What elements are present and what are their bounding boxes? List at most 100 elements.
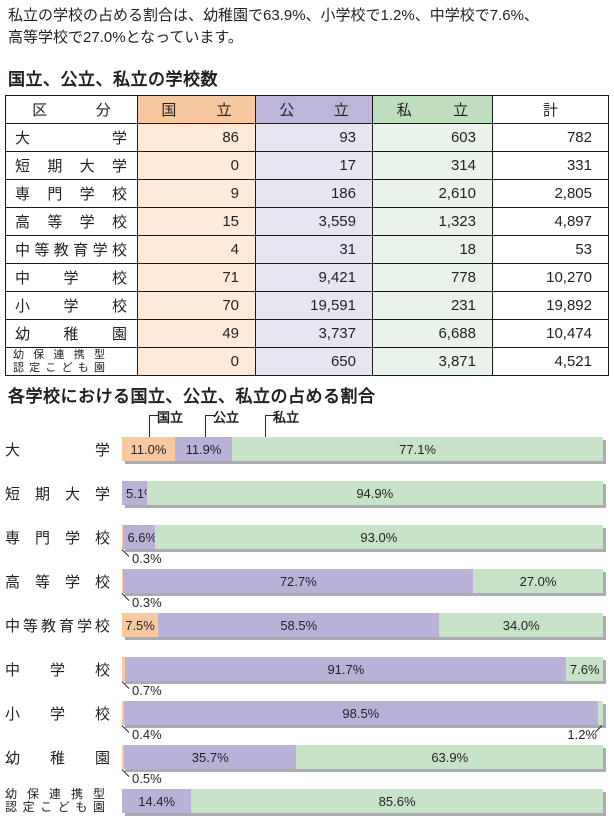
cell-total: 4,897 [492, 207, 609, 236]
bar-segment-国立 [122, 525, 124, 549]
justified-label-text: 認定こども園 [5, 800, 105, 814]
justified-label-text: 国立 [161, 102, 232, 119]
bar-segment-公立: 11.9% [174, 437, 233, 461]
justified-label-text: 幼稚園 [15, 326, 127, 343]
bar-value-label: 77.1% [399, 442, 436, 457]
callout-tick-left [121, 549, 130, 557]
cell-kokuritsu: 0 [137, 151, 256, 180]
cell-shiritsu: 778 [372, 263, 493, 292]
stacked-bar: 98.5% [122, 701, 604, 725]
callout-label-left: 0.3% [132, 595, 162, 610]
bar-value-label: 27.0% [519, 574, 557, 589]
cell-koritsu: 650 [255, 347, 373, 376]
bar-segment-私立: 94.9% [146, 481, 603, 505]
bar-row: 小学校 98.5% 0.4% 1.2% [0, 701, 614, 745]
row-label: 幼稚園 [5, 319, 138, 348]
bar-segment-公立: 5.1% [122, 481, 156, 505]
bar-value-label: 94.9% [356, 486, 394, 501]
justified-label-text: 公立 [279, 102, 349, 119]
bar-row: 中等教育学校 7.5% 58.5% 34.0% [0, 613, 614, 657]
stacked-bar: 11.0% 11.9% 77.1% [122, 437, 603, 461]
col-header-total: 計 [492, 95, 609, 124]
table-row: 短期大学 0 17 314 331 [5, 151, 609, 180]
bar-row: 高等学校 72.7% 27.0% 0.3% [0, 569, 614, 613]
callout-tick-left [121, 725, 130, 733]
callout-label-left: 0.7% [132, 683, 162, 698]
col-header-kubun: 区分 [5, 95, 138, 124]
table-row: 幼保連携型認定こども園 0 650 3,871 4,521 [5, 347, 609, 376]
justified-label-text: 計 [542, 102, 558, 119]
table-row: 中等教育学校 4 31 18 53 [5, 235, 609, 264]
bar-value-label: 93.0% [360, 530, 398, 545]
cell-shiritsu: 1,323 [372, 207, 493, 236]
row-label: 中等教育学校 [5, 235, 138, 264]
cell-kokuritsu: 71 [137, 263, 256, 292]
stacked-bar: 35.7% 63.9% [122, 745, 604, 769]
cell-kokuritsu: 0 [137, 347, 256, 376]
callout-label-left: 0.4% [132, 727, 162, 742]
bar-category-label: 中学校 [5, 657, 110, 681]
row-label: 大学 [5, 123, 138, 152]
justified-label-text: 短期大学 [5, 485, 110, 503]
callout-label-left: 0.5% [132, 771, 162, 786]
justified-label-text: 小学校 [5, 705, 110, 723]
justified-label-text: 専門学校 [5, 529, 110, 547]
legend-pointer-1 [149, 415, 159, 437]
row-label: 短期大学 [5, 151, 138, 180]
bar-category-label: 大学 [5, 437, 110, 461]
bar-segment-公立: 14.4% [122, 789, 192, 813]
table-row: 中学校 71 9,421 778 10,270 [5, 263, 609, 292]
cell-kokuritsu: 49 [137, 319, 256, 348]
bar-segment-私立: 93.0% [155, 525, 603, 549]
cell-shiritsu: 314 [372, 151, 493, 180]
justified-label-text: 中学校 [15, 270, 127, 287]
bar-segment-国立: 7.5% [122, 613, 159, 637]
table-header-row: 区分 国立 公立 私立 計 [5, 95, 609, 124]
justified-label-text: 短期大学 [15, 158, 127, 175]
bar-segment-公立: 91.7% [125, 657, 567, 681]
table-row: 専門学校 9 186 2,610 2,805 [5, 179, 609, 208]
legend-label-私立: 私立 [273, 410, 300, 425]
bar-segment-公立: 98.5% [123, 701, 598, 725]
col-header-koritsu: 公立 [255, 95, 373, 124]
bar-value-label: 85.6% [378, 794, 416, 809]
bar-value-label: 91.7% [327, 662, 365, 677]
cell-kokuritsu: 15 [137, 207, 256, 236]
cell-koritsu: 93 [255, 123, 373, 152]
cell-koritsu: 3,559 [255, 207, 373, 236]
table-row: 小学校 70 19,591 231 19,892 [5, 291, 609, 320]
bar-row: 専門学校 6.6% 93.0% 0.3% [0, 525, 614, 569]
bar-segment-国立 [122, 701, 124, 725]
cell-koritsu: 31 [255, 235, 373, 264]
col-header-shiritsu: 私立 [372, 95, 493, 124]
stacked-bar-chart: 国立 公立 私立大学 11.0% 11.9% 77.1% 短期大学 5.1% 94.9% 専門学校… [0, 405, 614, 828]
row-label: 幼保連携型認定こども園 [5, 347, 138, 376]
justified-label-text: 専門学校 [15, 186, 127, 203]
bar-value-label: 7.5% [125, 618, 155, 633]
bar-segment-国立 [122, 745, 125, 769]
justified-label-text: 大学 [15, 130, 127, 147]
bar-segment-私立: 34.0% [439, 613, 603, 637]
bar-segment-国立 [122, 657, 126, 681]
bar-segment-公立: 6.6% [123, 525, 157, 549]
cell-shiritsu: 3,871 [372, 347, 493, 376]
justified-label-text: 中学校 [5, 661, 110, 679]
bar-value-label: 63.9% [431, 750, 469, 765]
cell-total: 10,270 [492, 263, 609, 292]
row-label: 小学校 [5, 291, 138, 320]
bar-segment-国立: 11.0% [122, 437, 175, 461]
legend-pointer-3 [265, 415, 275, 437]
bar-segment-私立: 7.6% [566, 657, 603, 681]
cell-shiritsu: 231 [372, 291, 493, 320]
cell-total: 19,892 [492, 291, 609, 320]
bar-value-label: 35.7% [191, 750, 229, 765]
bar-category-label: 中等教育学校 [5, 613, 110, 637]
cell-total: 782 [492, 123, 609, 152]
table-row: 高等学校 15 3,559 1,323 4,897 [5, 207, 609, 236]
callout-label-left: 0.3% [132, 551, 162, 566]
callout-label-right: 1.2% [567, 727, 597, 742]
table-header: 区分 国立 公立 私立 計 [5, 95, 609, 124]
stacked-bar: 6.6% 93.0% [122, 525, 603, 549]
cell-total: 4,521 [492, 347, 609, 376]
bar-value-label: 98.5% [342, 706, 380, 721]
